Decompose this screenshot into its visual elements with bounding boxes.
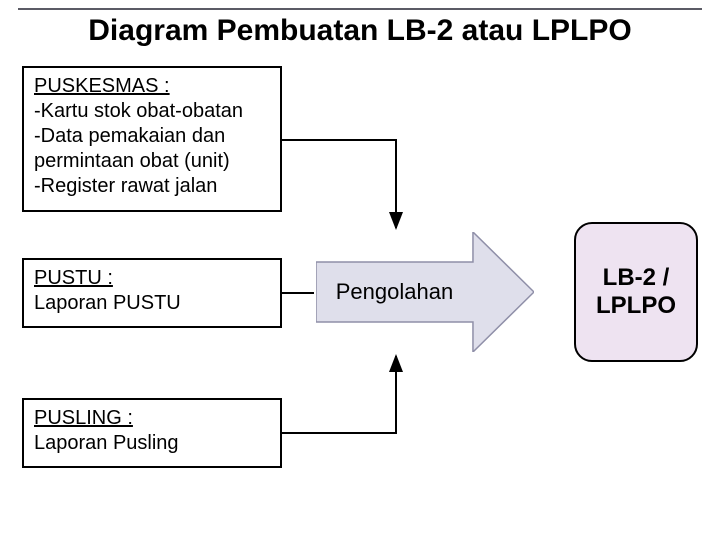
box-puskesmas-line: -Data pemakaian dan (34, 124, 270, 149)
output-box: LB-2 /LPLPO (574, 222, 698, 362)
output-label: LB-2 /LPLPO (596, 264, 676, 320)
box-pusling-heading: PUSLING : (34, 406, 270, 431)
top-divider (18, 8, 702, 10)
process-label: Pengolahan (316, 279, 473, 305)
diagram-title: Diagram Pembuatan LB-2 atau LPLPO (0, 14, 720, 48)
box-puskesmas-heading: PUSKESMAS : (34, 74, 270, 99)
box-pustu-line: Laporan PUSTU (34, 291, 270, 316)
box-pusling-line: Laporan Pusling (34, 431, 270, 456)
box-puskesmas-line: -Register rawat jalan (34, 174, 270, 199)
box-puskesmas-line: -Kartu stok obat-obatan (34, 99, 270, 124)
box-puskesmas: PUSKESMAS : -Kartu stok obat-obatan -Dat… (22, 66, 282, 212)
box-pusling: PUSLING : Laporan Pusling (22, 398, 282, 468)
box-pustu-heading: PUSTU : (34, 266, 270, 291)
box-pustu: PUSTU : Laporan PUSTU (22, 258, 282, 328)
box-puskesmas-line: permintaan obat (unit) (34, 149, 270, 174)
